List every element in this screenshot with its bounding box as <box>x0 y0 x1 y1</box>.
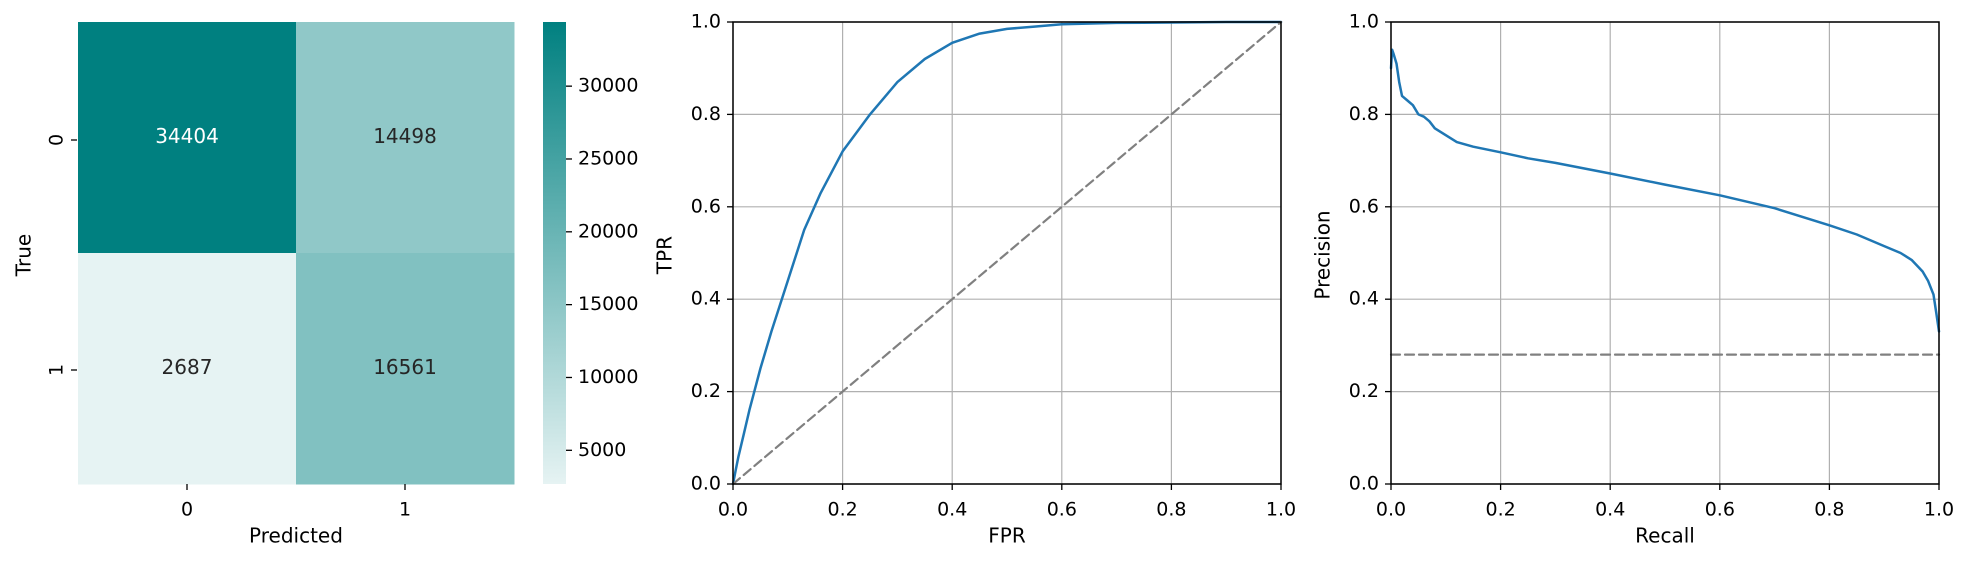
roc-y-axis-label: TPR <box>653 236 677 275</box>
pr-series <box>1389 48 1941 356</box>
heatmap-x-tick-label: 1 <box>399 499 411 521</box>
pr-y-tick-label: 0.8 <box>1349 103 1379 125</box>
roc-y-tick-label: 1.0 <box>691 11 721 33</box>
pr-x-tick-label: 0.4 <box>1595 499 1625 521</box>
pr-x-tick-label: 0.8 <box>1814 499 1844 521</box>
pr-x-tick-label: 0.2 <box>1485 499 1515 521</box>
roc-y-tick-label: 0.8 <box>691 103 721 125</box>
pr-axes-frame <box>1390 21 1940 485</box>
heatmap-cell-value: 14498 <box>373 124 437 148</box>
roc-baseline-line <box>731 20 1283 486</box>
heatmap-y-tick-label: 0 <box>46 134 68 146</box>
heatmap-cell <box>78 22 297 254</box>
heatmap-x-axis-label: Predicted <box>249 524 343 548</box>
roc-x-axis-label: FPR <box>988 524 1026 548</box>
colorbar-ticks: 5000 10000 15000 20000 25000 30000 <box>566 75 638 461</box>
roc-ticks: 0.0 0.2 0.4 0.6 0.8 1.0 0.0 0.2 0.4 0.6 0.8 1.0 <box>691 11 1296 521</box>
colorbar-tick-label: 30000 <box>578 75 638 97</box>
heatmap-cell <box>296 253 515 485</box>
heatmap-cell-value: 34404 <box>155 124 219 148</box>
pr-y-tick-label: 0.0 <box>1349 473 1379 495</box>
roc-y-tick-label: 0.2 <box>691 380 721 402</box>
heatmap-y-axis-label: True <box>12 234 36 277</box>
heatmap-annotations: 34404 14498 2687 16561 <box>155 124 437 379</box>
roc-y-tick-label: 0.6 <box>691 195 721 217</box>
pr-panel: 0.0 0.2 0.4 0.6 0.8 1.0 0.0 0.2 0.4 0.6 0.8 1.0 Rec… <box>1311 11 1955 548</box>
heatmap-cells <box>78 22 515 485</box>
pr-x-tick-label: 1.0 <box>1924 499 1954 521</box>
pr-x-tick-label: 0.6 <box>1705 499 1735 521</box>
pr-y-tick-label: 0.4 <box>1349 288 1379 310</box>
heatmap-cell <box>78 253 297 485</box>
roc-x-tick-label: 1.0 <box>1266 499 1296 521</box>
pr-y-tick-label: 0.6 <box>1349 195 1379 217</box>
heatmap-cell-value: 2687 <box>162 355 213 379</box>
confusion-matrix-panel: 34404 14498 2687 16561 0 1 True 0 1 Predict… <box>12 22 638 548</box>
pr-y-tick-label: 1.0 <box>1349 11 1379 33</box>
roc-y-tick-label: 0.0 <box>691 473 721 495</box>
pr-ticks: 0.0 0.2 0.4 0.6 0.8 1.0 0.0 0.2 0.4 0.6 0.8 1.0 <box>1349 11 1954 521</box>
heatmap-y-tick-label: 1 <box>46 364 68 376</box>
heatmap-cell-value: 16561 <box>373 355 437 379</box>
pr-x-axis-label: Recall <box>1635 524 1695 548</box>
roc-x-tick-label: 0.4 <box>937 499 967 521</box>
colorbar-tick-label: 15000 <box>578 293 638 315</box>
pr-x-tick-label: 0.0 <box>1376 499 1406 521</box>
roc-axes-frame <box>732 21 1282 485</box>
roc-x-tick-label: 0.6 <box>1047 499 1077 521</box>
pr-y-axis-label: Precision <box>1311 210 1335 299</box>
pr-curve-line <box>1389 48 1941 333</box>
colorbar-tick-label: 25000 <box>578 147 638 169</box>
roc-curve-line <box>731 20 1283 486</box>
roc-panel: 0.0 0.2 0.4 0.6 0.8 1.0 0.0 0.2 0.4 0.6 0.8 1.0 FPR… <box>653 11 1297 548</box>
roc-x-tick-label: 0.8 <box>1156 499 1186 521</box>
roc-y-tick-label: 0.4 <box>691 288 721 310</box>
colorbar-tick-label: 5000 <box>578 439 626 461</box>
roc-series <box>731 20 1283 486</box>
colorbar-tick-label: 10000 <box>578 366 638 388</box>
roc-x-tick-label: 0.2 <box>827 499 857 521</box>
heatmap-x-axis: 0 1 Predicted <box>181 484 411 548</box>
colorbar-tick-label: 20000 <box>578 220 638 242</box>
heatmap-y-axis: 0 1 True <box>12 134 77 376</box>
pr-y-tick-label: 0.2 <box>1349 380 1379 402</box>
heatmap-x-tick-label: 0 <box>181 499 193 521</box>
colorbar <box>543 22 566 484</box>
roc-x-tick-label: 0.0 <box>718 499 748 521</box>
heatmap-cell <box>296 22 515 254</box>
